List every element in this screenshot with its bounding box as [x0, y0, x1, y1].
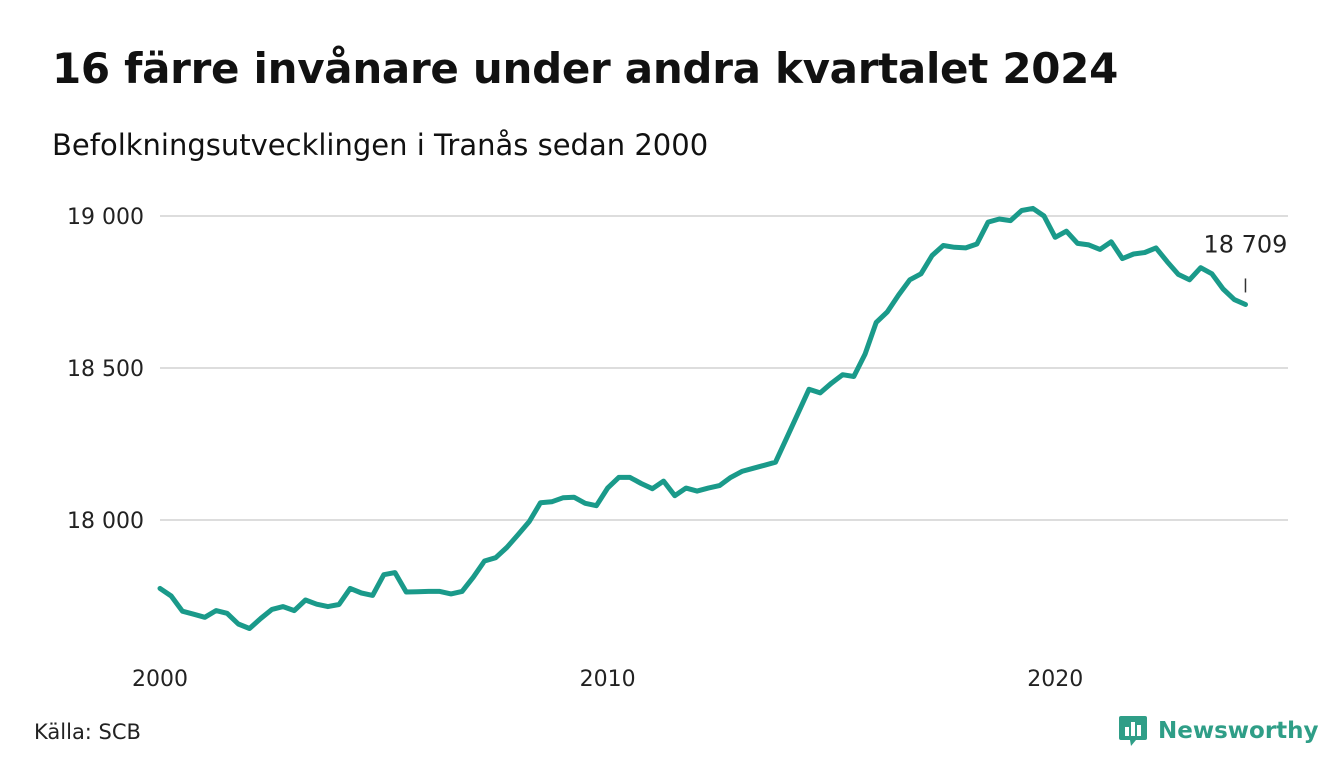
- chart-subtitle: Befolkningsutvecklingen i Tranås sedan 2…: [52, 128, 709, 162]
- y-axis-ticks: 18 000 18 500 19 000: [67, 205, 144, 534]
- chart-title: 16 färre invånare under andra kvartalet …: [52, 44, 1119, 93]
- x-tick-label: 2010: [580, 667, 636, 692]
- y-tick-label: 19 000: [67, 205, 144, 230]
- end-value-label: 18 709: [1203, 230, 1287, 258]
- y-tick-label: 18 000: [67, 509, 144, 534]
- grid-layer: [160, 215, 1288, 521]
- x-tick-label: 2000: [132, 667, 188, 692]
- brand-name: Newsworthy: [1158, 718, 1319, 744]
- annotation-layer: 18 709: [1203, 230, 1287, 293]
- x-axis-ticks: 2000 2010 2020: [132, 667, 1083, 692]
- x-tick-label: 2020: [1027, 667, 1083, 692]
- source-note: Källa: SCB: [34, 720, 141, 744]
- series-layer: [157, 205, 1248, 631]
- y-tick-label: 18 500: [67, 357, 144, 382]
- series-line: [157, 205, 1248, 631]
- newsworthy-chart-bubble-icon: [1119, 716, 1147, 746]
- brand-logo: Newsworthy: [1118, 714, 1319, 748]
